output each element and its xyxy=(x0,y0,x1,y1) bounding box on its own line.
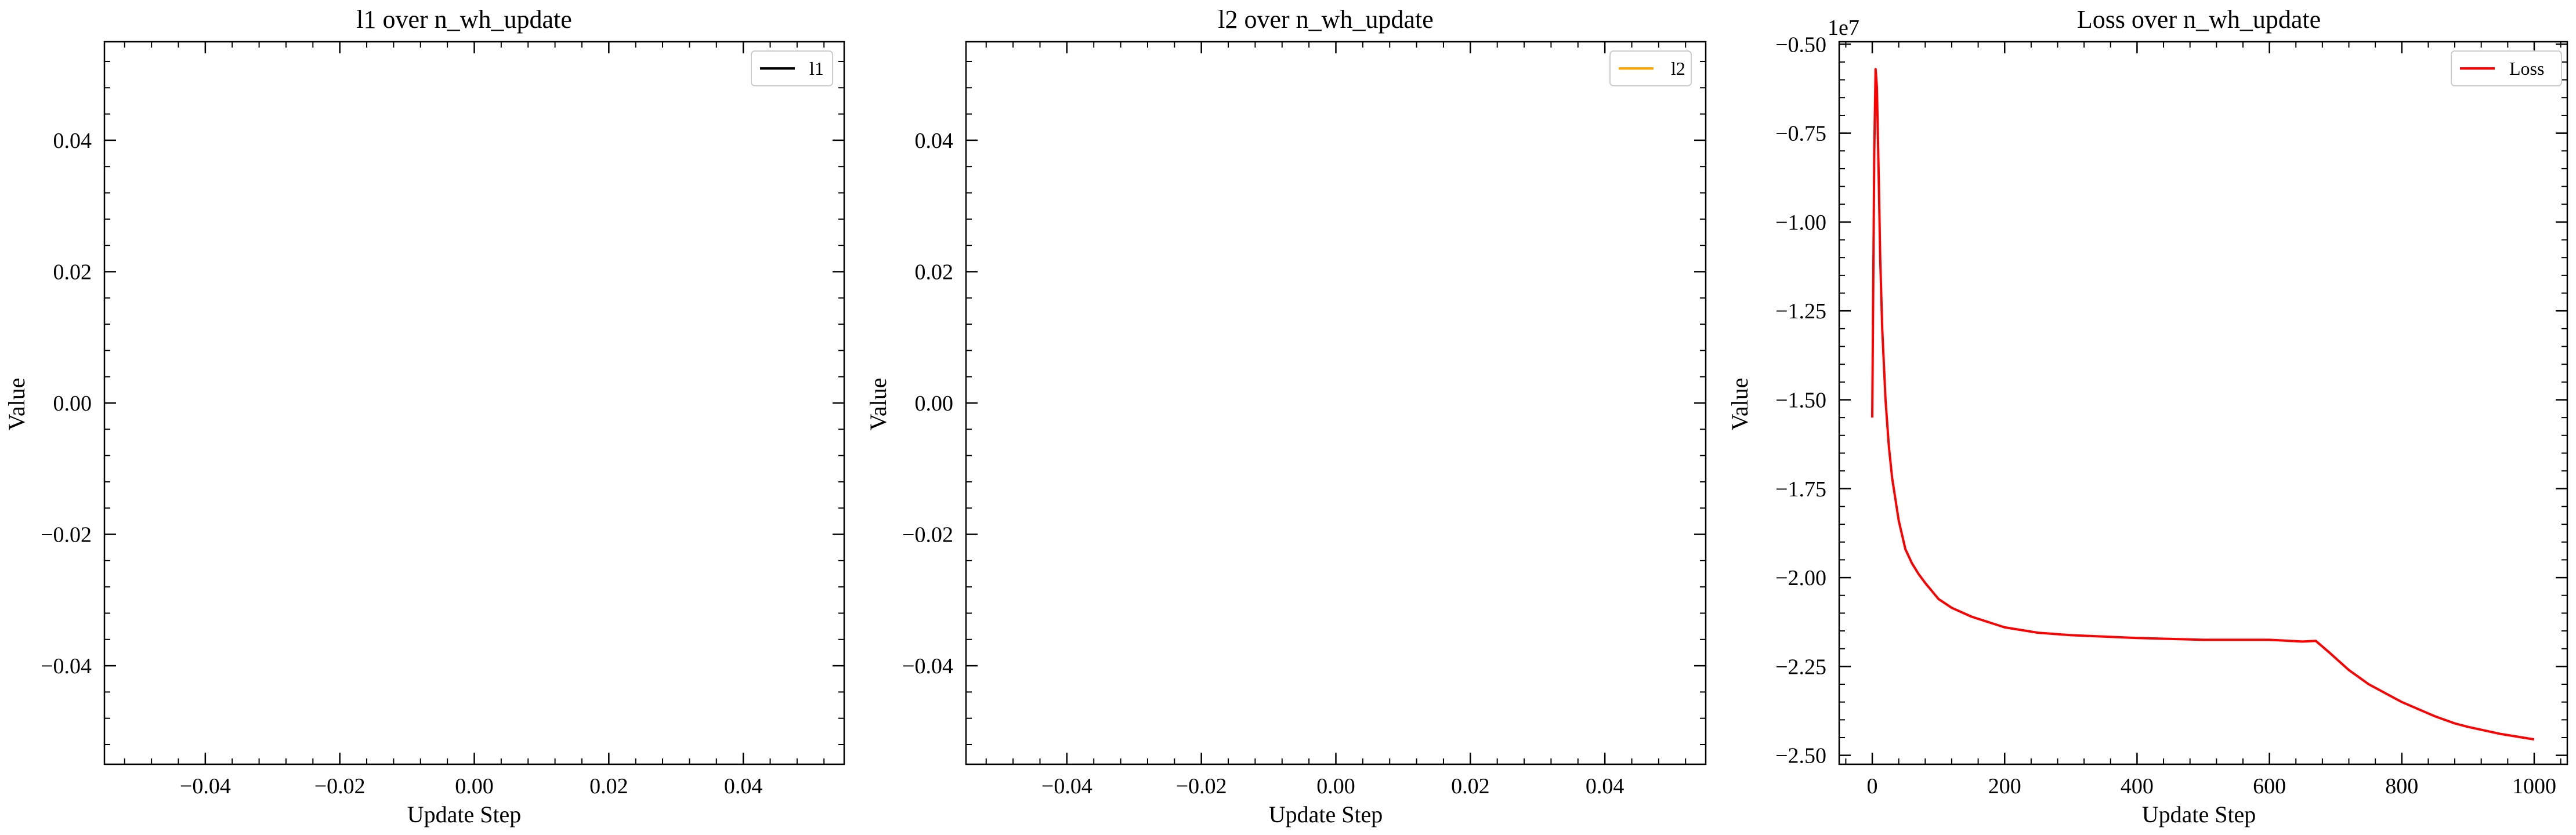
x-tick-label: 200 xyxy=(1988,774,2021,798)
legend: l2 xyxy=(1609,50,1692,86)
y-tick-label: −2.25 xyxy=(1775,655,1826,679)
y-tick-label: −1.00 xyxy=(1775,210,1826,235)
y-axis-offset-label: 1e7 xyxy=(1828,16,1859,40)
y-tick-label: −2.50 xyxy=(1775,744,1826,768)
x-tick-label: 0.00 xyxy=(455,774,494,798)
x-tick-label: 0 xyxy=(1867,774,1878,798)
chart-panel-l2: l2 over n_wh_update Update Step Value −0… xyxy=(865,5,1707,827)
y-tick-label: 0.04 xyxy=(53,129,92,153)
chart-panel-l1: l1 over n_wh_update Update Step Value −0… xyxy=(3,5,845,827)
x-tick-label: −0.02 xyxy=(1176,774,1227,798)
y-tick-label: 0.02 xyxy=(915,260,954,284)
y-tick-label: −0.04 xyxy=(902,654,953,678)
y-tick-label: −1.50 xyxy=(1775,388,1826,412)
plot-area: −0.04 −0.02 0.00 0.02 0.04 0.04 0.02 0.00 −0.02 −… xyxy=(41,41,845,798)
y-tick-label: 0.04 xyxy=(915,129,954,153)
chart-title: l1 over n_wh_update xyxy=(356,5,571,34)
x-tick-label: 0.04 xyxy=(1586,774,1625,798)
chart-panel-loss: Loss over n_wh_update Update Step Value … xyxy=(1727,5,2568,827)
plot-area: 0 200 400 600 800 1000 −0.50 −0.75 −1.00 −1.25 −1.… xyxy=(1775,32,2568,798)
y-tick-label: −1.25 xyxy=(1775,299,1826,324)
x-tick-label: 600 xyxy=(2253,774,2286,798)
x-tick-label: 0.00 xyxy=(1316,774,1355,798)
x-tick-label: 400 xyxy=(2121,774,2154,798)
y-axis-label: Value xyxy=(865,377,891,430)
x-tick-label: 1000 xyxy=(2512,774,2556,798)
legend-label-l2: l2 xyxy=(1671,58,1685,79)
plot-frame xyxy=(1838,41,2568,765)
y-axis-label: Value xyxy=(1727,377,1753,430)
y-tick-label: −2.00 xyxy=(1775,566,1826,590)
legend-label-l1: l1 xyxy=(809,58,824,79)
x-tick-label: 0.02 xyxy=(589,774,628,798)
legend: l1 xyxy=(751,50,833,86)
legend: Loss xyxy=(2451,50,2562,86)
y-tick-label: 0.00 xyxy=(915,391,954,416)
y-axis-label: Value xyxy=(3,377,30,430)
y-tick-label: 0.00 xyxy=(53,391,92,416)
series-line-loss xyxy=(1871,68,2535,741)
y-tick-label: −0.50 xyxy=(1775,32,1826,57)
plot-area: −0.04 −0.02 0.00 0.02 0.04 0.04 0.02 0.00 −0.02 −… xyxy=(902,41,1707,798)
legend-label-loss: Loss xyxy=(2509,58,2544,79)
x-tick-label: 0.04 xyxy=(724,774,763,798)
x-tick-label: −0.04 xyxy=(180,774,231,798)
x-axis-label: Update Step xyxy=(407,801,522,827)
y-tick-label: −0.02 xyxy=(41,523,92,547)
chart-title: Loss over n_wh_update xyxy=(2077,5,2321,34)
y-tick-label: −1.75 xyxy=(1775,477,1826,502)
x-tick-label: 800 xyxy=(2385,774,2418,798)
x-tick-label: −0.02 xyxy=(314,774,366,798)
y-tick-label: −0.02 xyxy=(902,523,953,547)
x-tick-label: −0.04 xyxy=(1041,774,1092,798)
x-axis-label: Update Step xyxy=(1269,801,1383,827)
x-axis-label: Update Step xyxy=(2142,801,2256,827)
y-tick-label: −0.04 xyxy=(41,654,92,678)
y-tick-label: −0.75 xyxy=(1775,122,1826,146)
x-tick-label: 0.02 xyxy=(1451,774,1490,798)
chart-title: l2 over n_wh_update xyxy=(1218,5,1433,34)
legend-box xyxy=(2451,50,2562,86)
y-tick-label: 0.02 xyxy=(53,260,92,284)
